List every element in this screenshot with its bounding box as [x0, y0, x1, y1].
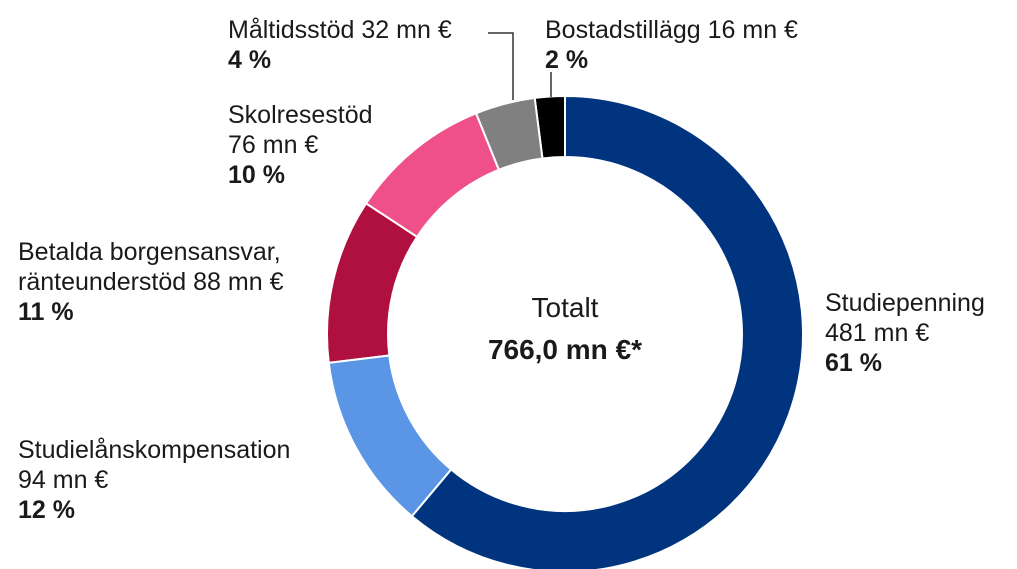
category-label: Måltidsstöd: [228, 16, 355, 44]
segment-label: Studiepenning 481 mn €61 %: [825, 288, 1017, 378]
donut-segment: [326, 202, 419, 365]
category-label: Betalda borgensansvar, ränteunderstöd: [18, 238, 281, 296]
value-label: 76 mn €: [228, 131, 319, 159]
center-title: Totalt: [531, 292, 599, 323]
center-label: 766,0 mn €*: [487, 334, 643, 365]
category-label: Bostadstillägg: [545, 16, 701, 44]
percentage-label: 4 %: [228, 46, 272, 74]
percentage-label: 61 %: [825, 349, 882, 377]
segment-label: Betalda borgensansvar, ränteunderstöd 88…: [18, 237, 338, 327]
percentage-label: 11 %: [18, 298, 74, 326]
donut-segment: [364, 111, 501, 239]
category-label: Skolresestöd: [228, 101, 373, 129]
category-label: Studiepenning: [825, 289, 985, 317]
donut-segment: [410, 94, 804, 569]
percentage-label: 2 %: [545, 46, 589, 74]
segment-label: Studielånskompensation 94 mn €12 %: [18, 435, 348, 525]
value-label: 16 mn €: [707, 16, 798, 44]
value-label: 94 mn €: [18, 466, 109, 494]
value-label: 32 mn €: [361, 16, 452, 44]
segment-label: Bostadstillägg 16 mn € 2 %: [545, 15, 845, 75]
segment-label: Skolresestöd 76 mn €10 %: [228, 100, 428, 190]
donut-segment: [327, 354, 453, 518]
segment-label: Måltidsstöd 32 mn € 4 %: [228, 15, 498, 75]
category-label: Studielånskompensation: [18, 436, 291, 464]
value-label: 88 mn €: [193, 268, 284, 296]
leader-line: [488, 32, 514, 100]
percentage-label: 10 %: [228, 161, 285, 189]
percentage-label: 12 %: [18, 496, 75, 524]
value-label: 481 mn €: [825, 319, 930, 347]
